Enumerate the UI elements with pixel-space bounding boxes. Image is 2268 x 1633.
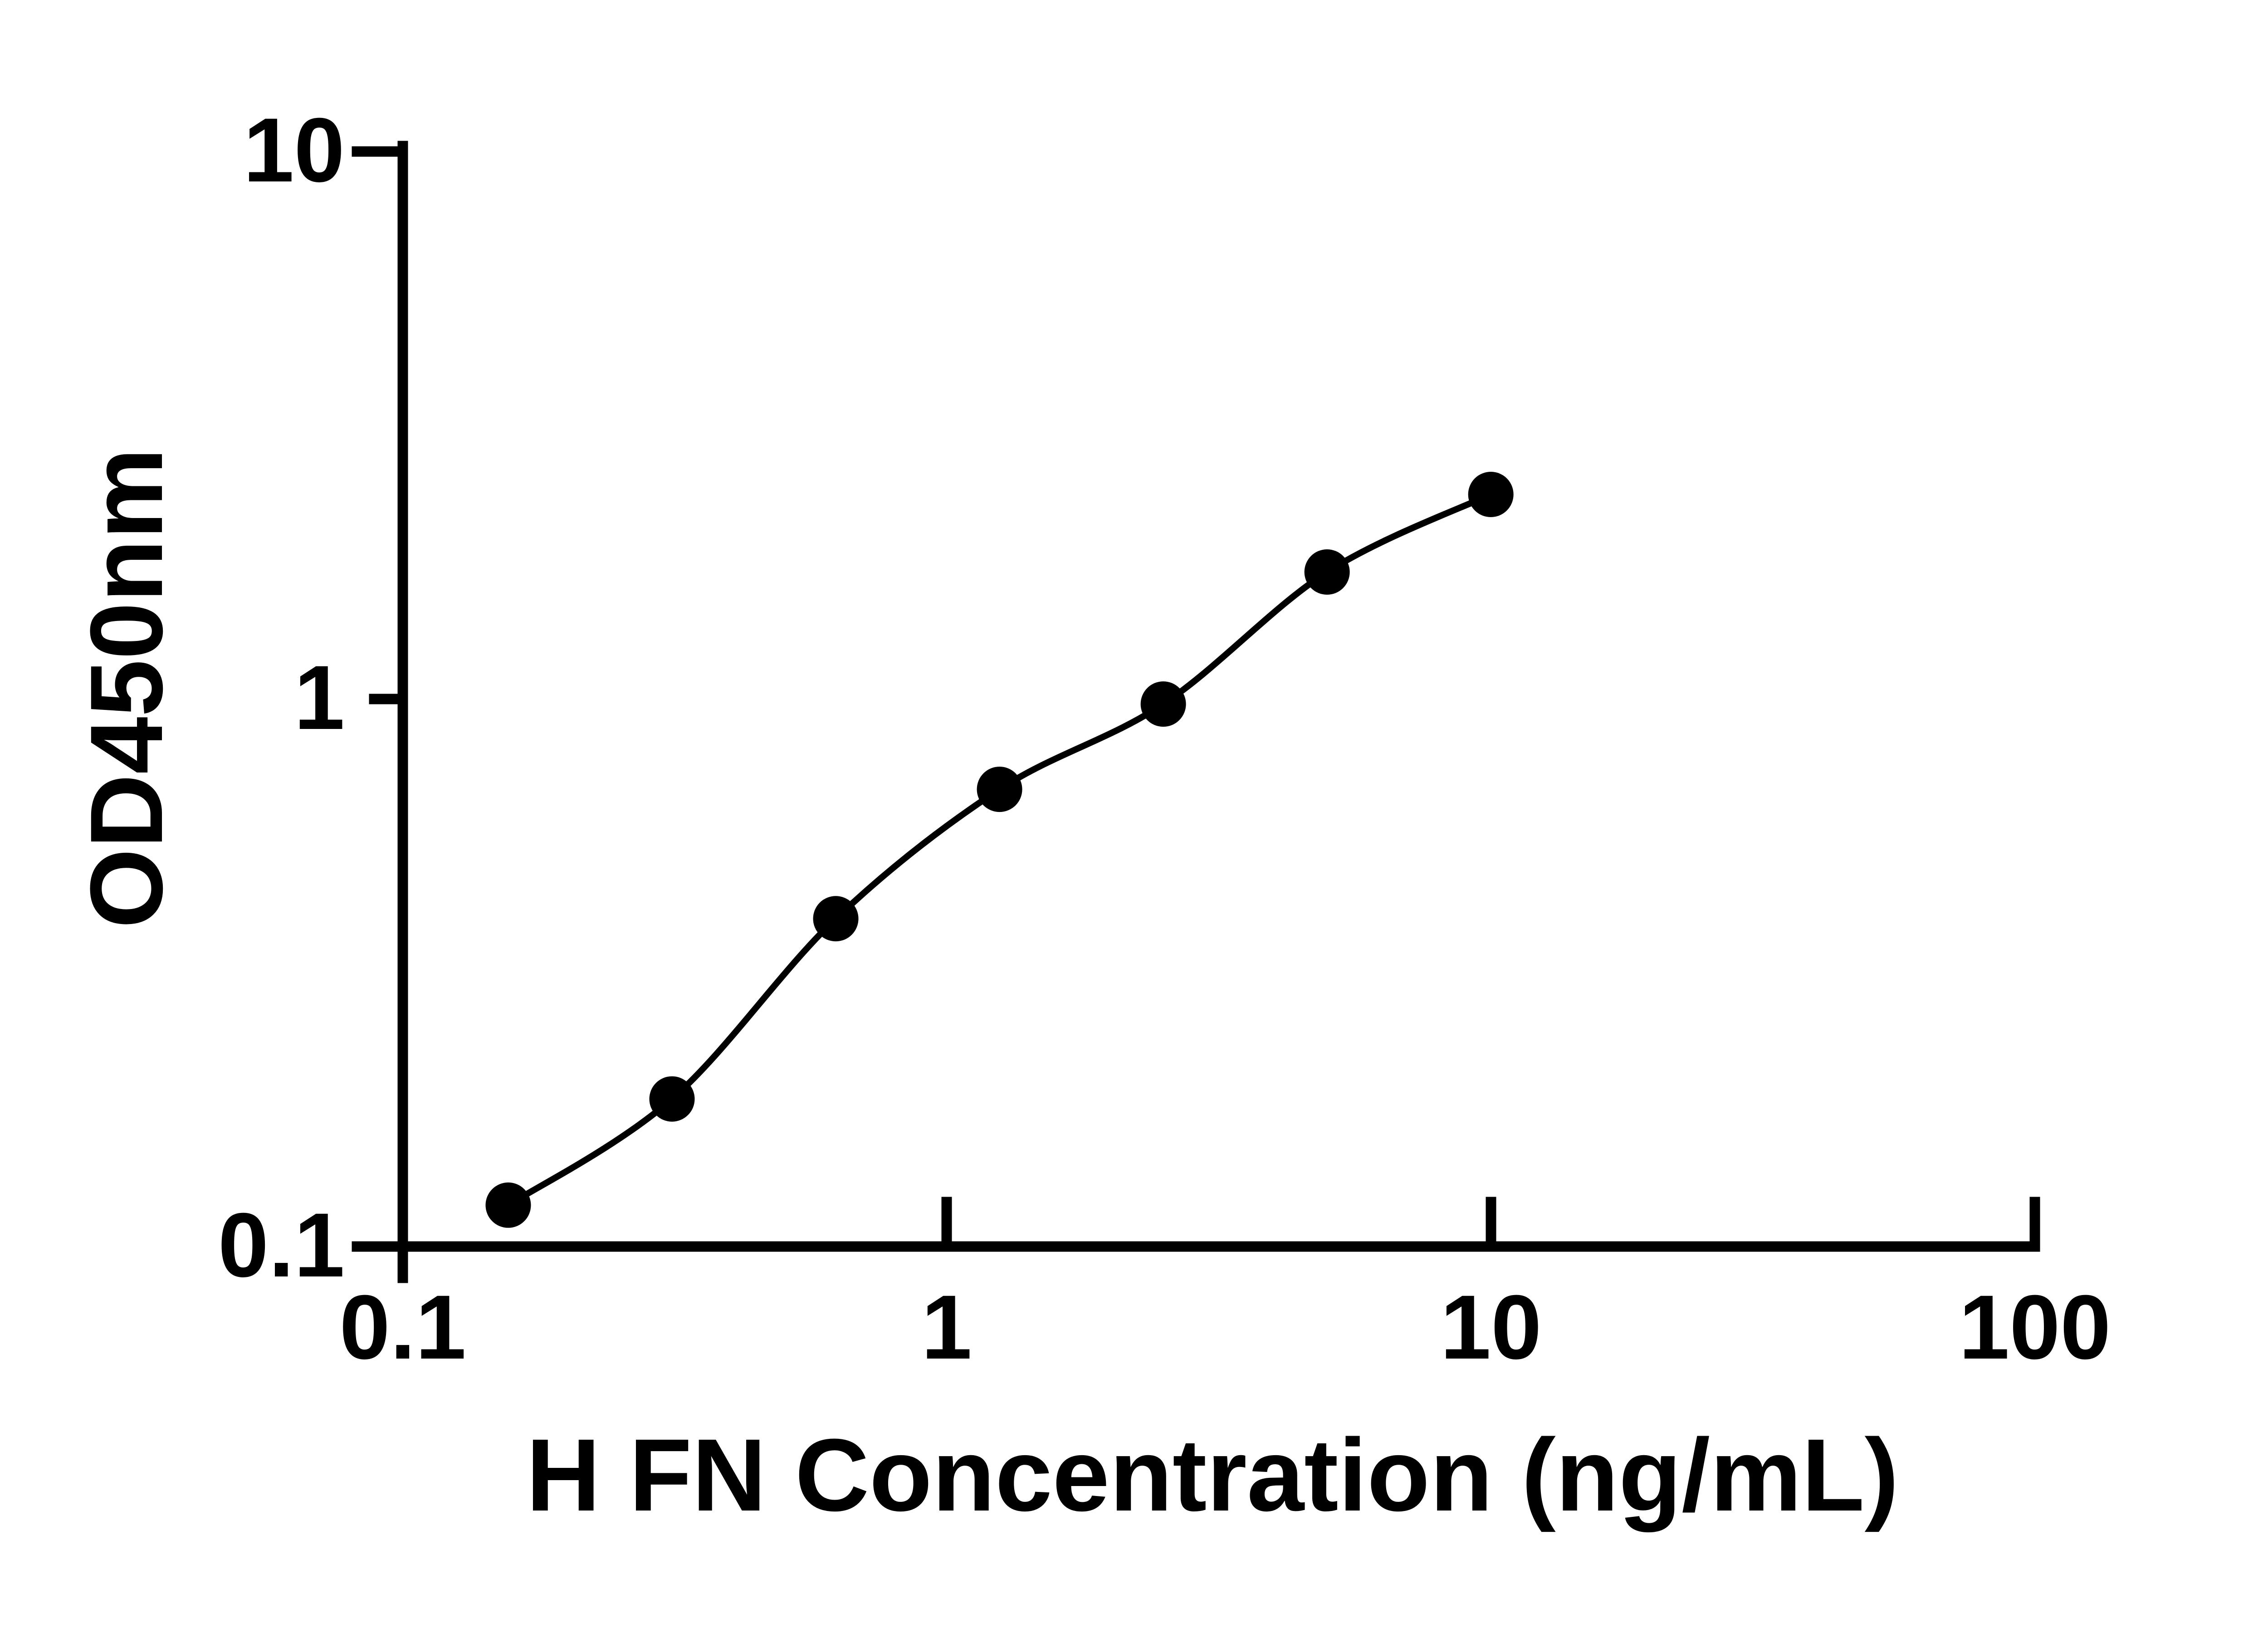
- svg-text:1: 1: [294, 646, 345, 748]
- svg-text:0.1: 0.1: [218, 1194, 345, 1296]
- svg-text:1: 1: [921, 1276, 972, 1378]
- svg-text:OD450nm: OD450nm: [69, 448, 184, 929]
- svg-text:100: 100: [1959, 1276, 2111, 1378]
- svg-text:10: 10: [243, 99, 345, 201]
- svg-text:H FN Concentration (ng/mL): H FN Concentration (ng/mL): [526, 1418, 1899, 1533]
- svg-text:10: 10: [1440, 1276, 1542, 1378]
- svg-text:0.1: 0.1: [339, 1276, 466, 1378]
